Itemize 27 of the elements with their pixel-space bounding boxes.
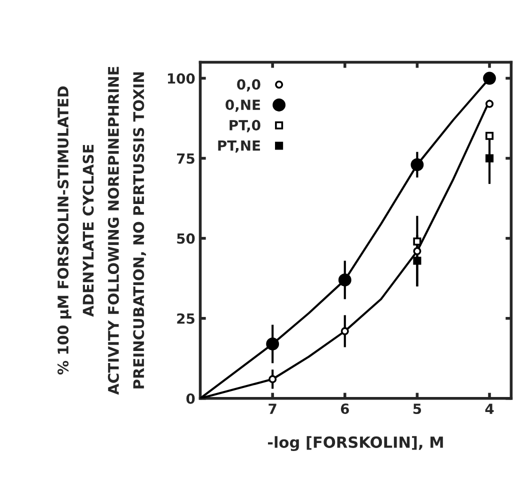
x-tick-label: 5 (413, 404, 422, 414)
x-tick-label: 4 (485, 404, 494, 414)
y-tick-label: 75 (177, 153, 194, 164)
point (268, 375, 277, 384)
point (340, 327, 349, 336)
point (485, 154, 494, 162)
legend-label: PT,NE (218, 140, 260, 153)
point (410, 158, 424, 172)
point (483, 72, 496, 85)
x-tick-label: 6 (340, 404, 349, 414)
point (338, 273, 352, 286)
x-axis-title: -log [FORSKOLIN], M (268, 436, 443, 452)
y-tick-label: 0 (186, 393, 195, 404)
legend-label: PT,0 (230, 120, 260, 132)
y-tick-label: 25 (177, 313, 194, 324)
y-axis-title: % 100 μM FORSKOLIN-STIMULATED ADENYLATE CYCLASE ACTIVITY FOLLOWING NOREPINEPHRINE PREINCUBATION, NO PERTUSSIS TOXIN (58, 66, 146, 395)
point (266, 338, 280, 350)
point (413, 256, 422, 265)
legend-label: 0,0 (237, 79, 260, 92)
x-tick-label: 7 (268, 404, 276, 414)
point (413, 238, 422, 246)
point (485, 132, 494, 140)
point (413, 247, 422, 256)
legend-label: 0,NE (226, 100, 260, 112)
y-tick-label: 50 (177, 233, 195, 244)
y-tick-label: 100 (168, 73, 195, 84)
point (485, 100, 494, 108)
